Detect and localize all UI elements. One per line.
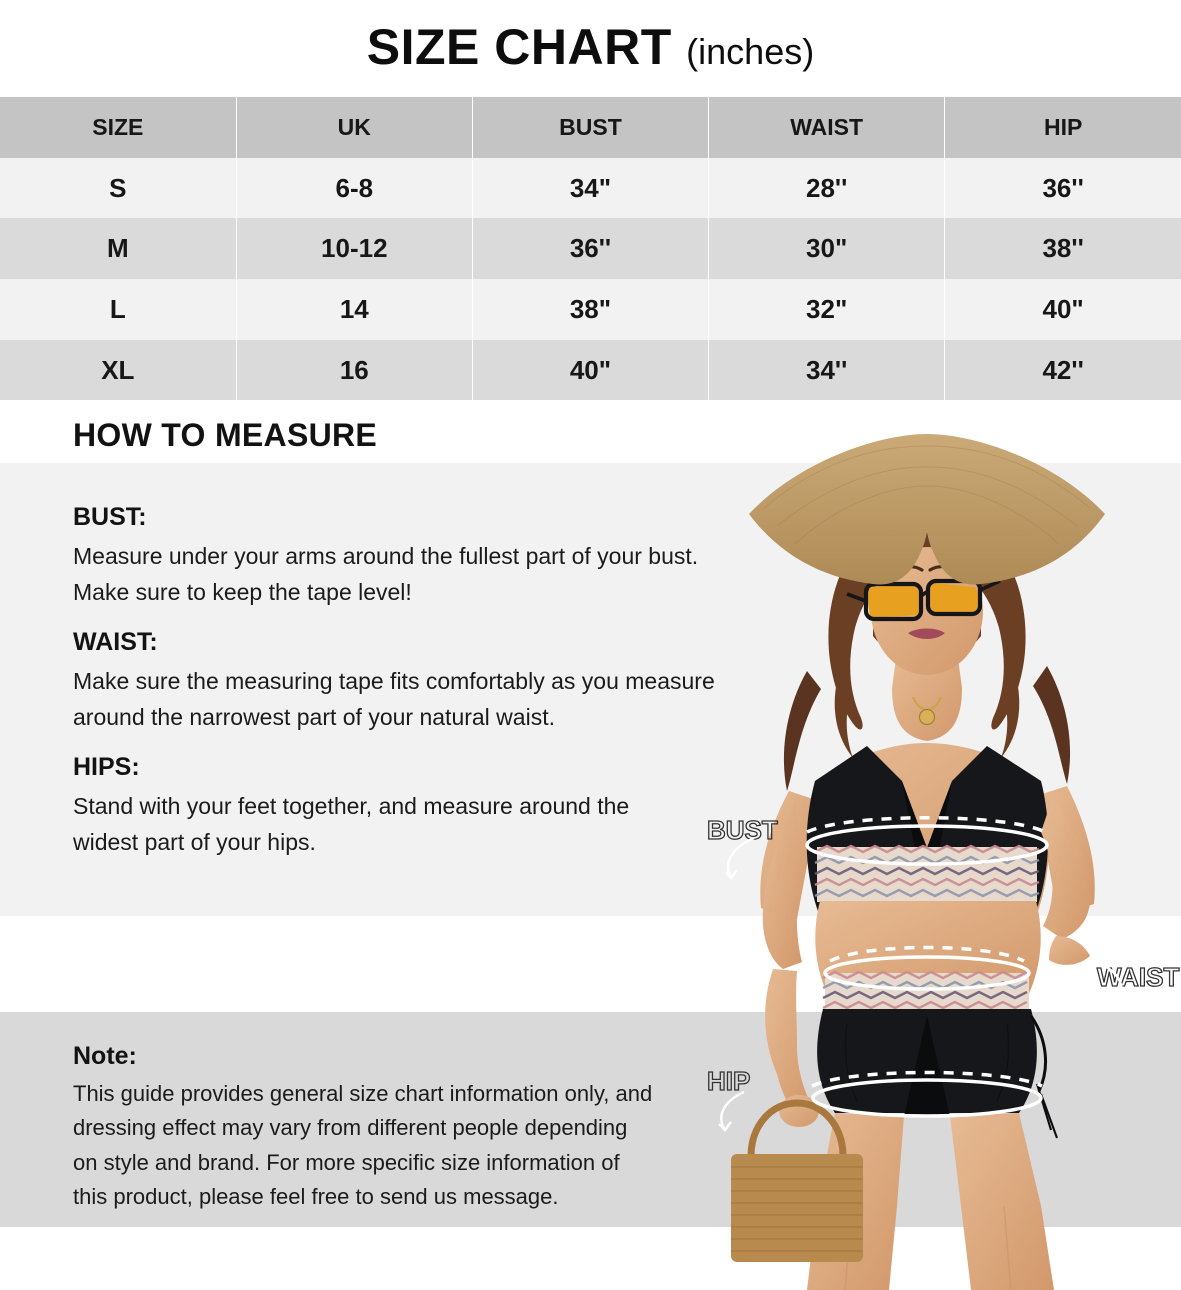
svg-text:WAIST: WAIST (1097, 962, 1179, 992)
svg-text:BUST: BUST (707, 815, 778, 845)
svg-text:HIP: HIP (707, 1066, 750, 1096)
